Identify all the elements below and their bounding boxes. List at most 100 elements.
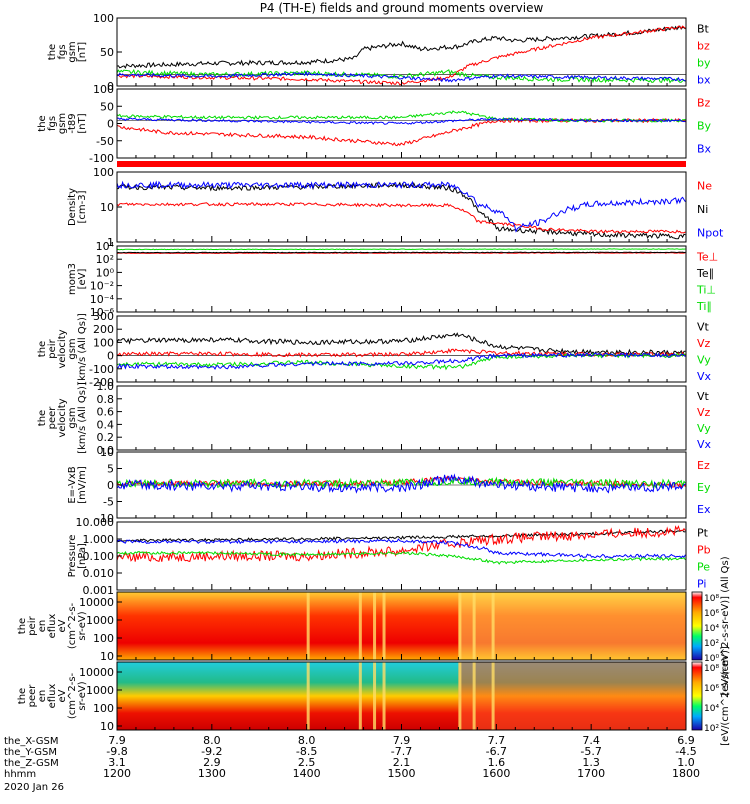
series-pb-line — [116, 525, 686, 563]
legend-bx: bx — [697, 74, 711, 87]
spectrogram-stripe — [458, 662, 462, 730]
y-tick-label: -100 — [89, 363, 114, 376]
y-axis-label: Pressure — [67, 535, 78, 578]
x-tick-value: 1400 — [293, 767, 321, 780]
y-tick-label: 1 — [107, 236, 114, 249]
spectrogram-stripe — [306, 662, 310, 730]
legend-ez: Ez — [697, 459, 710, 472]
legend-vt: Vt — [697, 320, 710, 333]
y-tick-label: 1.0 — [97, 380, 115, 393]
x-row-label: the_Y-GSM — [4, 747, 57, 758]
y-axis-label: fgs — [57, 44, 68, 59]
x-tick-value: 1.6 — [488, 756, 506, 769]
y-axis-label: [km/s (All Qs)] — [77, 313, 88, 385]
legend-pb: Pb — [697, 544, 711, 557]
y-tick-label: 100 — [93, 632, 114, 645]
y-axis-label: the — [37, 341, 48, 357]
spectrogram-stripe — [358, 662, 362, 730]
legend-ti⊥: Ti⊥ — [696, 283, 716, 296]
y-axis-label: sr-eV) — [77, 681, 88, 710]
legend-vz: Vz — [697, 337, 711, 350]
y-axis-label: gsm — [67, 41, 78, 62]
colorbar-tick-label: 10⁶ — [704, 609, 719, 619]
y-tick-label: 50 — [100, 46, 114, 59]
spectrogram-stripe — [458, 592, 462, 660]
x-tick-value: 8.0 — [203, 734, 221, 747]
spectrogram-stripe — [472, 662, 476, 730]
x-tick-value: 1800 — [672, 767, 700, 780]
colorbar-tick-label: 10⁴ — [704, 624, 719, 634]
y-axis-label: eV — [57, 619, 68, 632]
x-tick-value: -5.7 — [580, 745, 601, 758]
y-tick-label: 10 — [100, 446, 114, 459]
x-tick-value: -9.2 — [201, 745, 222, 758]
panel-10: 10⁸ 10⁶ 10⁴ 10² [eV/(cm^2-s-sr-eV)] 10000 1000… — [17, 646, 731, 746]
y-tick-label: 10 — [100, 650, 114, 663]
legend-npot: Npot — [697, 226, 724, 239]
panel-3: Ne Ni Npot 100 10 1 Density [cm-3] — [67, 166, 724, 249]
legend-bz: Bz — [697, 97, 711, 110]
x-tick-value: 7.9 — [393, 734, 411, 747]
y-tick-label: 200 — [93, 323, 114, 336]
y-tick-label: 1.000 — [83, 533, 115, 546]
legend-vx: Vx — [697, 438, 712, 451]
legend-ti∥: Ti∥ — [696, 300, 712, 313]
x-tick-value: -6.7 — [486, 745, 507, 758]
x-tick-value: -8.5 — [296, 745, 317, 758]
y-tick-label: 10⁻⁴ — [90, 293, 115, 306]
spectrogram-stripe — [373, 662, 377, 730]
legend-pi: Pi — [697, 578, 706, 591]
y-axis-label: sr-eV) — [77, 611, 88, 640]
y-axis-label: [nPa] — [77, 543, 88, 569]
y-axis-label: peer — [47, 406, 58, 430]
series-bx-line — [117, 117, 686, 125]
y-tick-label: 10 — [100, 201, 114, 214]
x-tick-value: 2.5 — [298, 756, 316, 769]
y-tick-label: 0.001 — [83, 584, 115, 597]
y-tick-label: 1000 — [86, 614, 114, 627]
x-tick-value: 7.7 — [488, 734, 506, 747]
spectrogram-after-1600 — [458, 592, 686, 660]
y-axis-label: the — [37, 115, 48, 131]
series-ez-line — [116, 475, 686, 489]
legend-vx: Vx — [697, 370, 712, 383]
y-axis-label: en — [37, 620, 48, 633]
series-ne-line — [116, 202, 686, 234]
x-row-label: 2020 Jan 26 — [4, 782, 64, 793]
panel-8: Pt Pb Pe Pi 10.000 1.000 0.100 0.010 0.001 Pressu… — [67, 516, 711, 597]
y-tick-label: 10.000 — [76, 516, 115, 529]
series-ex-line — [116, 473, 686, 494]
x-tick-value: -7.7 — [391, 745, 412, 758]
spectrogram-after-1600 — [458, 662, 686, 730]
series-bx-line — [116, 70, 686, 83]
spectrogram-stripe — [382, 592, 386, 660]
y-tick-label: 100 — [93, 166, 114, 179]
x-row-label: hhmm — [4, 769, 36, 780]
y-axis-label: peir — [27, 615, 38, 635]
x-tick-value: 1500 — [388, 767, 416, 780]
legend-ne: Ne — [697, 180, 712, 193]
spectrogram-stripe — [472, 592, 476, 660]
legend-by: by — [697, 57, 711, 70]
y-tick-label: -50 — [96, 135, 114, 148]
y-axis-label: peer — [27, 684, 38, 708]
y-tick-label: 100 — [93, 702, 114, 715]
legend-ni: Ni — [697, 203, 708, 216]
legend-bz: bz — [697, 40, 710, 53]
series-pe-line — [116, 551, 686, 565]
y-tick-label: 0.010 — [83, 567, 115, 580]
x-tick-value: 7.4 — [582, 734, 600, 747]
y-axis-label: gsm — [67, 407, 78, 428]
series-npot-line — [116, 180, 686, 233]
colorbar-tick-label: 10⁸ — [704, 664, 719, 674]
y-tick-label: 10⁻⁶ — [90, 306, 115, 319]
series-by-line — [116, 110, 686, 123]
y-axis-label: gsm — [67, 338, 78, 359]
y-tick-label: 0 — [107, 350, 114, 363]
spectrogram-stripe — [382, 662, 386, 730]
x-tick-value: 7.9 — [108, 734, 126, 747]
legend-vy: Vy — [697, 422, 711, 435]
legend-vy: Vy — [697, 353, 711, 366]
y-axis-label: en — [37, 690, 48, 703]
colorbar — [691, 591, 703, 661]
